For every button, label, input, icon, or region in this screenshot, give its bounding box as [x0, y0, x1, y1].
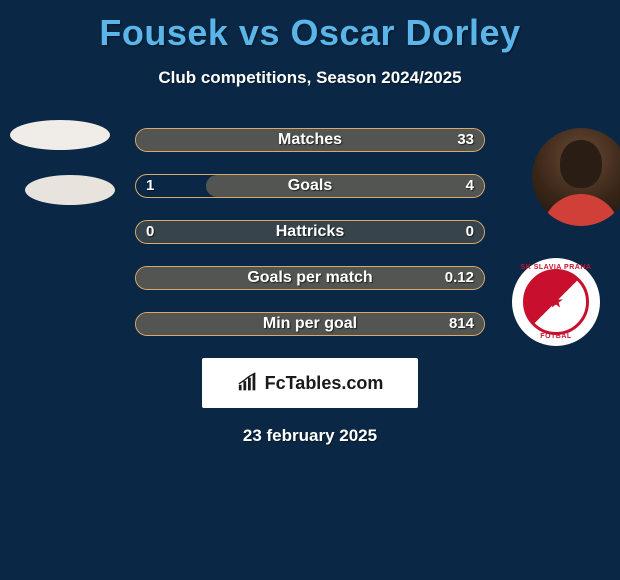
branding-badge: FcTables.com: [202, 358, 418, 408]
stat-row-min-per-goal: Min per goal 814: [135, 312, 485, 336]
stat-row-goals-per-match: Goals per match 0.12: [135, 266, 485, 290]
club-name-bottom: FOTBAL: [512, 333, 600, 340]
stat-value-right: 4: [466, 175, 474, 197]
star-icon: ★: [548, 292, 564, 313]
stat-value-right: 0.12: [445, 267, 474, 289]
player-right-avatar: [532, 128, 620, 226]
stat-label: Goals per match: [136, 267, 484, 289]
club-badge-inner: ★: [523, 269, 589, 335]
snapshot-date: 23 february 2025: [0, 426, 620, 446]
player-left-avatar-placeholder-1: [10, 120, 110, 150]
stat-value-right: 0: [466, 221, 474, 243]
club-badge-right: SK SLAVIA PRAHA ★ FOTBAL: [512, 258, 600, 346]
stat-row-matches: Matches 33: [135, 128, 485, 152]
stat-label: Matches: [136, 129, 484, 151]
stat-label: Min per goal: [136, 313, 484, 335]
stat-label: Hattricks: [136, 221, 484, 243]
season-subtitle: Club competitions, Season 2024/2025: [0, 68, 620, 88]
bar-chart-icon: [237, 372, 259, 394]
player-left-avatar-placeholder-2: [25, 175, 115, 205]
stat-value-right: 33: [457, 129, 474, 151]
stat-row-hattricks: 0 Hattricks 0: [135, 220, 485, 244]
comparison-title: Fousek vs Oscar Dorley: [0, 0, 620, 54]
stat-row-goals: 1 Goals 4: [135, 174, 485, 198]
stats-bars: Matches 33 1 Goals 4 0 Hattricks 0 Goals…: [135, 128, 485, 336]
stat-label: Goals: [136, 175, 484, 197]
branding-text: FcTables.com: [265, 373, 384, 394]
stat-value-right: 814: [449, 313, 474, 335]
